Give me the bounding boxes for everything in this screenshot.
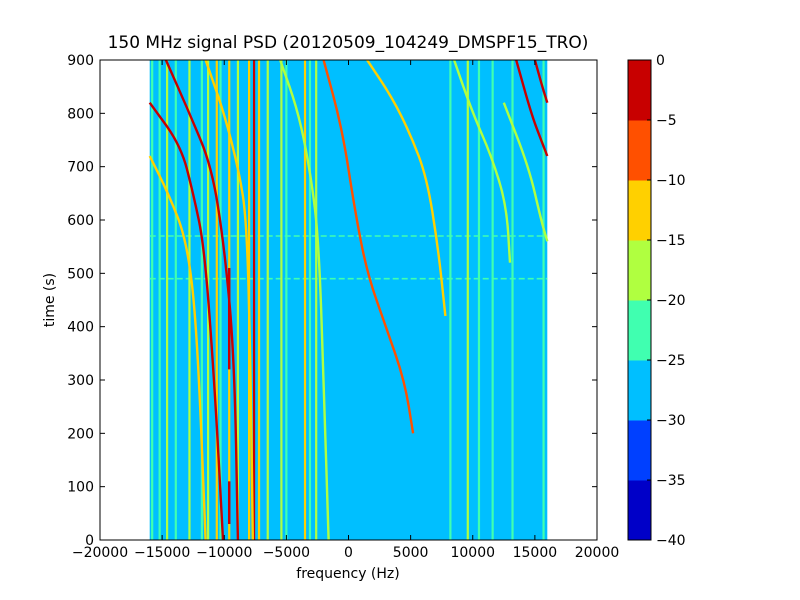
colorbar-segment-0 <box>628 480 651 541</box>
colorbar-segment-1 <box>628 420 651 481</box>
chart-title: 150 MHz signal PSD (20120509_104249_DMSP… <box>108 33 589 53</box>
colorbar-segment-4 <box>628 240 651 301</box>
doppler-curve-4 <box>279 60 330 540</box>
colorbar-segment-6 <box>628 120 651 181</box>
colorbar-tick-label-5: −15 <box>656 233 686 249</box>
doppler-curve-1 <box>148 155 207 540</box>
doppler-curve-3 <box>204 60 254 540</box>
colorbar-segment-5 <box>628 180 651 241</box>
colorbar-tick-label-0: −40 <box>656 533 686 549</box>
colorbar-tick-label-1: −35 <box>656 473 686 489</box>
y-tick-label-2: 200 <box>67 426 94 442</box>
x-tick-label-6: 10000 <box>450 545 495 561</box>
colorbar-tick-label-6: −10 <box>656 173 686 189</box>
x-tick-label-7: 15000 <box>513 545 558 561</box>
colorbar-segment-7 <box>628 60 651 121</box>
colorbar-tick-label-7: −5 <box>656 113 677 129</box>
y-tick-label-8: 800 <box>67 106 94 122</box>
doppler-curve-7 <box>452 60 512 263</box>
y-tick-label-9: 900 <box>67 53 94 69</box>
y-tick-label-6: 600 <box>67 213 94 229</box>
doppler-curve-2 <box>164 60 240 540</box>
y-axis-label: time (s) <box>42 273 58 327</box>
x-axis: −20000 −15000 −10000 −5000 0 5000 10000 15000 20… <box>72 60 619 561</box>
x-tick-label-8: 20000 <box>575 545 620 561</box>
y-tick-label-7: 700 <box>67 160 94 176</box>
y-tick-label-5: 500 <box>67 266 94 282</box>
x-tick-label-0: −20000 <box>72 545 128 561</box>
colorbar-tick-label-2: −30 <box>656 413 686 429</box>
doppler-curve-6 <box>366 60 447 317</box>
y-axis: 0 100 200 300 400 500 600 700 800 900 <box>67 53 597 549</box>
doppler-curve-8 <box>502 102 549 242</box>
colorbar-tick-label-4: −20 <box>656 293 686 309</box>
x-tick-label-5: 5000 <box>393 545 429 561</box>
x-axis-label: frequency (Hz) <box>296 566 399 582</box>
colorbar-tick-label-3: −25 <box>656 353 686 369</box>
x-tick-label-2: −10000 <box>196 545 252 561</box>
x-tick-label-4: 0 <box>344 545 353 561</box>
y-tick-label-0: 0 <box>85 533 94 549</box>
y-tick-label-1: 100 <box>67 480 94 496</box>
colorbar: −40 −35 −30 −25 −20 −15 −10 −5 0 <box>627 53 686 549</box>
colorbar-segment-2 <box>628 360 651 421</box>
colorbar-segment-3 <box>628 300 651 361</box>
colorbar-tick-label-8: 0 <box>656 53 665 69</box>
doppler-curve-5 <box>322 60 415 434</box>
x-tick-label-3: −5000 <box>263 545 310 561</box>
spectrogram-plot <box>99 59 598 541</box>
y-tick-label-3: 300 <box>67 373 94 389</box>
x-tick-label-1: −15000 <box>134 545 190 561</box>
doppler-curve-9 <box>515 60 549 157</box>
doppler-curve-0 <box>148 101 225 540</box>
y-tick-label-4: 400 <box>67 320 94 336</box>
